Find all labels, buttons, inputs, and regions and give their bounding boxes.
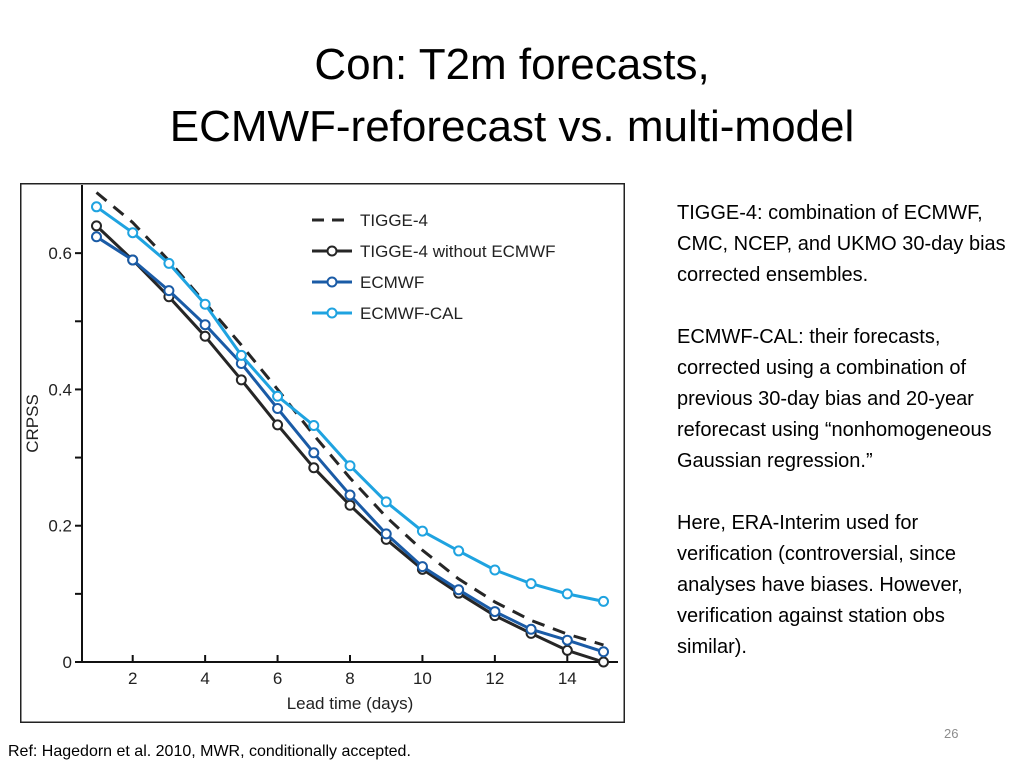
data-point-ecmwf [453, 584, 465, 596]
reference-footnote: Ref: Hagedorn et al. 2010, MWR, conditio… [8, 743, 411, 760]
series-ecmwf [90, 231, 610, 658]
x-tick-label: 10 [413, 669, 432, 688]
y-tick-label: 0.4 [48, 380, 72, 399]
data-point-ecmwf [163, 285, 175, 297]
data-point-ecmwf [561, 634, 573, 646]
chart-legend: TIGGE-4 TIGGE-4 without ECMWF ECMWF ECMWF-C… [312, 211, 556, 323]
slide-title-line-2: ECMWF-reforecast vs. multi-model [169, 102, 855, 151]
x-tick-label: 14 [558, 669, 577, 688]
data-point-ecmwf [598, 646, 610, 658]
data-point-ecmwf-cal [416, 525, 428, 537]
data-point-ecmwf [344, 489, 356, 501]
data-point-tigge-4-without-ecmwf [199, 330, 211, 342]
x-tick-label: 4 [200, 669, 209, 688]
data-point-ecmwf-cal [344, 460, 356, 472]
data-point-ecmwf-cal [561, 588, 573, 600]
x-tick-label: 2 [128, 669, 137, 688]
series-tigge-4 [95, 191, 604, 647]
note-ecmwf-cal: ECMWF-CAL: their forecasts, corrected us… [677, 326, 992, 472]
data-point-ecmwf-cal [380, 496, 392, 508]
y-axis-label: CRPSS [23, 394, 42, 453]
legend-marker-tigge-4-without-ecmwf [326, 245, 338, 257]
slide-title-line-1: Con: T2m forecasts, [314, 40, 710, 89]
data-point-ecmwf-cal [453, 545, 465, 557]
note-verification: Here, ERA-Interim used for verification … [677, 512, 963, 658]
data-point-ecmwf [489, 606, 501, 618]
x-tick-label: 12 [485, 669, 504, 688]
data-point-tigge-4-without-ecmwf [344, 499, 356, 511]
notes-panel: TIGGE-4: combination of ECMWF, CMC, NCEP… [677, 198, 1007, 663]
data-point-ecmwf-cal [308, 420, 320, 432]
x-tick-label: 8 [345, 669, 354, 688]
chart-frame [20, 183, 625, 723]
legend-label-ecmwf-cal: ECMWF-CAL [360, 304, 463, 323]
page-number: 26 [944, 726, 959, 741]
legend-marker-ecmwf [326, 276, 338, 288]
data-point-ecmwf-cal [127, 227, 139, 239]
legend-label-tigge-4: TIGGE-4 [360, 211, 428, 230]
data-point-tigge-4-without-ecmwf [308, 462, 320, 474]
data-point-ecmwf [199, 319, 211, 331]
slide-title: Con: T2m forecasts, ECMWF-reforecast vs.… [0, 34, 1024, 158]
data-point-ecmwf [272, 403, 284, 415]
data-point-tigge-4-without-ecmwf [561, 644, 573, 656]
crpss-chart: 0 0.2 0.4 0.6 2 4 6 8 10 12 14 Lead time (days) CRPS… [20, 183, 625, 723]
legend-marker-ecmwf-cal [326, 307, 338, 319]
data-point-ecmwf-cal [199, 298, 211, 310]
data-point-ecmwf [416, 561, 428, 573]
x-tick-label: 6 [273, 669, 282, 688]
data-point-tigge-4-without-ecmwf [272, 419, 284, 431]
data-point-ecmwf-cal [235, 349, 247, 361]
legend-label-tigge-4-without-ecmwf: TIGGE-4 without ECMWF [360, 242, 556, 261]
data-point-ecmwf-cal [163, 257, 175, 269]
x-axis-label: Lead time (days) [287, 694, 414, 713]
data-point-tigge-4-without-ecmwf [598, 656, 610, 668]
data-point-ecmwf-cal [598, 595, 610, 607]
y-tick-label: 0 [63, 653, 72, 672]
data-point-tigge-4-without-ecmwf [235, 374, 247, 386]
y-tick-label: 0.6 [48, 244, 72, 263]
data-point-ecmwf-cal [272, 390, 284, 402]
data-point-ecmwf [127, 254, 139, 266]
y-tick-label: 0.2 [48, 517, 72, 536]
data-point-tigge-4-without-ecmwf [90, 220, 102, 232]
data-point-ecmwf [380, 528, 392, 540]
note-tigge4: TIGGE-4: combination of ECMWF, CMC, NCEP… [677, 202, 1006, 286]
series-line-tigge-4 [95, 191, 604, 647]
data-point-ecmwf [90, 231, 102, 243]
data-point-ecmwf-cal [90, 201, 102, 213]
data-point-ecmwf [525, 623, 537, 635]
legend-label-ecmwf: ECMWF [360, 273, 424, 292]
series-ecmwf-cal [90, 201, 610, 607]
data-point-ecmwf-cal [525, 578, 537, 590]
data-point-ecmwf [308, 447, 320, 459]
data-point-ecmwf-cal [489, 564, 501, 576]
chart-svg: 0 0.2 0.4 0.6 2 4 6 8 10 12 14 Lead time (days) CRPS… [20, 183, 625, 723]
